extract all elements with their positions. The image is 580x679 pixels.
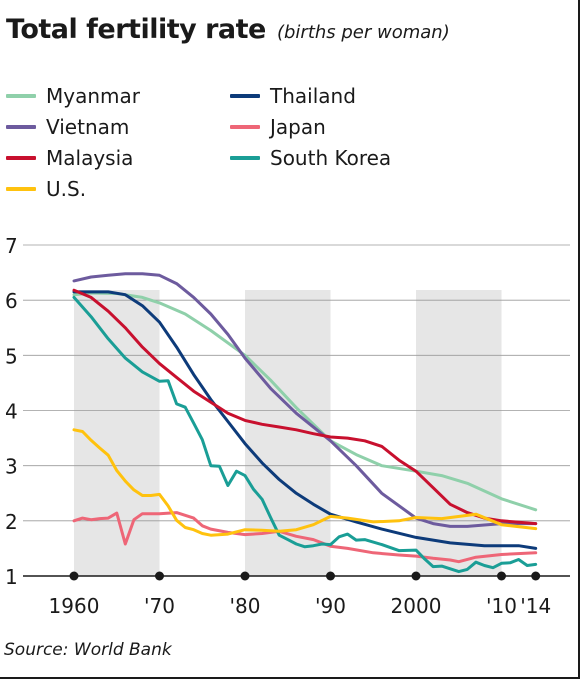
series-line-south-korea	[72, 295, 538, 574]
legend-swatch-myanmar	[6, 94, 36, 98]
legend-item-thailand: Thailand	[230, 84, 356, 108]
legend-label-malaysia: Malaysia	[46, 146, 134, 170]
legend-label-u-s: U.S.	[46, 177, 87, 201]
legend-label-south-korea: South Korea	[270, 146, 392, 170]
y-tick-label-5: 5	[5, 344, 18, 368]
x-tick-dot-2014	[531, 571, 541, 581]
x-tick-dot-1970	[155, 571, 164, 581]
legend-swatch-u-s	[6, 187, 36, 191]
x-tick-dot-1980	[240, 571, 250, 581]
y-tick-label-7: 7	[5, 234, 18, 258]
legend-swatch-japan	[230, 125, 260, 129]
x-tick-label-2010: '10	[486, 594, 517, 618]
legend-item-u-s: U.S.	[6, 177, 86, 201]
chart-header: Total fertility rate (births per woman)	[6, 14, 450, 45]
y-tick-labels: 1 2 3 4 5 6 7	[5, 234, 18, 589]
legend-label-myanmar: Myanmar	[46, 84, 140, 108]
x-tick-label-1970: '70	[144, 594, 175, 618]
source-note: Source: World Bank	[4, 640, 172, 660]
shaded-band-3	[416, 290, 502, 576]
legend-label-vietnam: Vietnam	[46, 115, 130, 139]
series-line-thailand	[72, 290, 538, 550]
legend-item-vietnam: Vietnam	[6, 115, 129, 139]
y-tick-label-2: 2	[5, 510, 18, 534]
legend-label-japan: Japan	[270, 115, 326, 139]
legend-swatch-malaysia	[6, 156, 36, 160]
x-tick-label-2014: '14	[520, 594, 551, 618]
y-tick-label-6: 6	[5, 289, 18, 313]
series-line-vietnam	[72, 272, 538, 528]
series-line-u-s	[72, 428, 538, 537]
frame-bottom-border	[0, 677, 580, 679]
x-tick-label-2000: 2000	[391, 594, 442, 618]
x-tick-dot-2010	[497, 571, 506, 581]
x-tick-dot-1990	[326, 571, 335, 581]
series-line-japan	[72, 511, 538, 564]
x-tick-label-1990: '90	[315, 594, 346, 618]
legend-item-south-korea: South Korea	[230, 146, 391, 170]
legend-swatch-south-korea	[230, 156, 260, 160]
legend-item-malaysia: Malaysia	[6, 146, 133, 170]
legend-item-japan: Japan	[230, 115, 326, 139]
x-axis: 1960 '70 '80 '90 2000 '10'14	[49, 571, 551, 618]
shaded-band-1	[74, 290, 160, 576]
y-tick-label-1: 1	[5, 565, 18, 589]
x-tick-label-1980: '80	[230, 594, 261, 618]
chart-subtitle: (births per woman)	[276, 22, 450, 43]
x-tick-dot-2000	[411, 571, 421, 581]
legend-label-thailand: Thailand	[270, 84, 356, 108]
series-line-malaysia	[72, 288, 538, 526]
y-tick-label-3: 3	[5, 455, 18, 479]
series-line-myanmar	[72, 291, 538, 512]
legend-swatch-thailand	[230, 94, 260, 98]
x-tick-dot-1960	[69, 571, 79, 581]
x-tick-label-1960: 1960	[49, 594, 100, 618]
frame-right-border	[578, 0, 580, 679]
legend-item-myanmar: Myanmar	[6, 84, 140, 108]
y-tick-label-4: 4	[5, 400, 18, 424]
chart-title: Total fertility rate	[6, 14, 266, 45]
legend-swatch-vietnam	[6, 125, 36, 129]
shaded-periods	[74, 290, 502, 576]
series-lines	[72, 272, 538, 574]
